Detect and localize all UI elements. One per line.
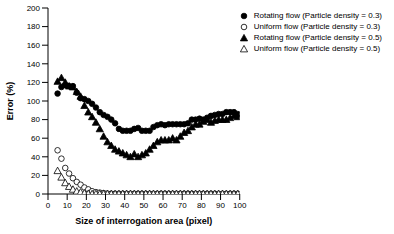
svg-text:Error (%): Error (%) — [8, 82, 15, 121]
svg-text:160: 160 — [27, 41, 41, 50]
svg-text:90: 90 — [216, 201, 225, 210]
svg-text:50: 50 — [139, 201, 148, 210]
svg-text:120: 120 — [27, 78, 41, 87]
html-text:Rotating flow (Particle densit: Rotating flow (Particle density = 0.3) — [253, 11, 382, 20]
svg-text:140: 140 — [27, 60, 41, 69]
svg-text:60: 60 — [31, 134, 40, 143]
svg-text:0: 0 — [46, 201, 51, 210]
svg-text:100: 100 — [233, 201, 247, 210]
svg-text:80: 80 — [197, 201, 206, 210]
svg-text:60: 60 — [159, 201, 168, 210]
html-text:Uniform flow (Particle density: Uniform flow (Particle density = 0.3) — [253, 22, 381, 31]
svg-text:40: 40 — [120, 201, 129, 210]
svg-text:20: 20 — [82, 201, 91, 210]
svg-text:100: 100 — [27, 97, 41, 106]
svg-text:10: 10 — [63, 201, 72, 210]
svg-text:Size of interrogation area (pi: Size of interrogation area (pixel) — [75, 216, 212, 226]
svg-text:80: 80 — [31, 115, 40, 124]
svg-text:20: 20 — [31, 171, 40, 180]
svg-text:180: 180 — [27, 22, 41, 31]
svg-text:200: 200 — [27, 4, 41, 13]
html-text:Uniform flow (Particle density: Uniform flow (Particle density = 0.5) — [253, 44, 381, 53]
svg-text:0: 0 — [36, 190, 41, 199]
html-text:Rotating flow (Particle densit: Rotating flow (Particle density = 0.5) — [253, 33, 382, 42]
svg-text:70: 70 — [178, 201, 187, 210]
svg-text:30: 30 — [101, 201, 110, 210]
svg-text:40: 40 — [31, 153, 40, 162]
